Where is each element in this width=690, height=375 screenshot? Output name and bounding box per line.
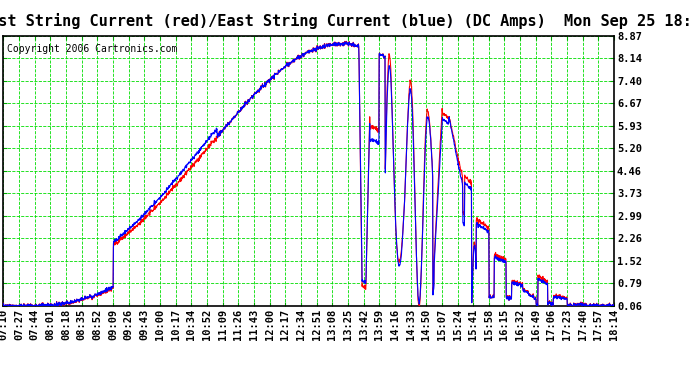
Text: West String Current (red)/East String Current (blue) (DC Amps)  Mon Sep 25 18:20: West String Current (red)/East String Cu… <box>0 13 690 29</box>
Text: Copyright 2006 Cartronics.com: Copyright 2006 Cartronics.com <box>6 44 177 54</box>
